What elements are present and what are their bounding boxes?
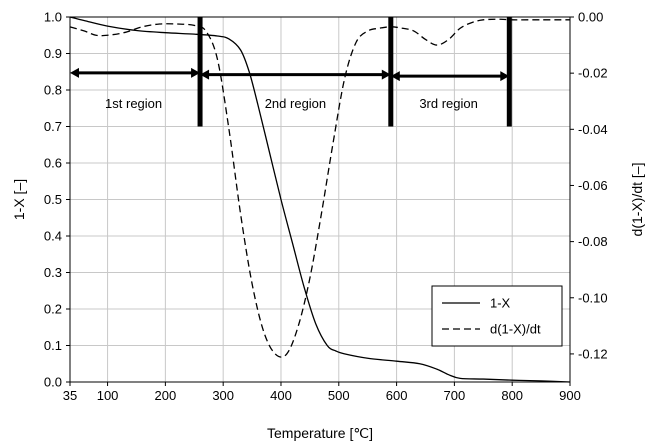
x-tick-label: 800 xyxy=(501,388,523,403)
x-tick-label: 300 xyxy=(212,388,234,403)
x-tick-label: 400 xyxy=(270,388,292,403)
region-arrow-head-right xyxy=(381,69,391,80)
left-y-tick-label: 0.9 xyxy=(44,46,62,61)
region-label: 1st region xyxy=(105,96,162,111)
region-arrow-head-right xyxy=(500,71,510,82)
region-label: 2nd region xyxy=(265,96,326,111)
left-y-tick-label: 0.6 xyxy=(44,156,62,171)
series-line-1-x xyxy=(69,16,571,383)
region-arrow-head-left xyxy=(200,69,210,80)
left-y-tick-label: 0.3 xyxy=(44,265,62,280)
left-y-tick-label: 1.0 xyxy=(44,10,62,25)
right-y-tick-label: -0.12 xyxy=(578,346,608,361)
region-arrow-head-left xyxy=(70,67,79,78)
x-tick-label: 600 xyxy=(386,388,408,403)
x-tick-label: 700 xyxy=(444,388,466,403)
left-y-axis-title: 1-X [–] xyxy=(11,179,27,220)
right-y-tick-label: -0.10 xyxy=(578,290,608,305)
right-y-tick-label: -0.06 xyxy=(578,178,608,193)
x-axis-title: Temperature [℃] xyxy=(267,425,373,441)
right-y-tick-label: -0.04 xyxy=(578,122,608,137)
right-y-tick-label: -0.02 xyxy=(578,66,608,81)
series-layer xyxy=(69,16,571,383)
right-y-axis-title: d(1-X)/dt [–] xyxy=(629,163,645,237)
legend-label: d(1-X)/dt xyxy=(490,322,541,337)
legend-label: 1-X xyxy=(490,296,511,311)
right-y-axis: 0.00 -0.02 -0.04 -0.06 -0.08 -0.10 -0.12 xyxy=(570,10,608,361)
right-y-tick-label: 0.00 xyxy=(578,10,603,25)
region-arrow-head-left xyxy=(390,71,400,82)
left-y-tick-label: 0.5 xyxy=(44,192,62,207)
left-y-tick-label: 0.8 xyxy=(44,83,62,98)
left-y-tick-label: 0.0 xyxy=(44,375,62,390)
left-y-tick-label: 0.7 xyxy=(44,119,62,134)
left-y-tick-label: 0.2 xyxy=(44,302,62,317)
left-y-tick-label: 0.4 xyxy=(44,229,62,244)
x-tick-label: 100 xyxy=(97,388,119,403)
region-arrow-head-right xyxy=(191,67,201,78)
x-tick-label: 200 xyxy=(155,388,177,403)
x-tick-label: 500 xyxy=(328,388,350,403)
left-y-tick-label: 0.1 xyxy=(44,338,62,353)
legend-box xyxy=(431,285,563,347)
right-y-tick-label: -0.08 xyxy=(578,234,608,249)
x-axis: 35 100 200 300 400 500 600 700 800 900 xyxy=(63,382,581,403)
x-tick-label: 35 xyxy=(63,388,77,403)
legend: 1-X d(1-X)/dt xyxy=(431,285,563,347)
region-label: 3rd region xyxy=(419,96,478,111)
region-annotations: 1st region 2nd region 3rd region xyxy=(70,17,512,127)
left-y-axis: 0.0 0.1 0.2 0.3 0.4 0.5 0.6 0.7 0.8 0.9 1.0 xyxy=(44,10,70,390)
x-tick-label: 900 xyxy=(559,388,581,403)
